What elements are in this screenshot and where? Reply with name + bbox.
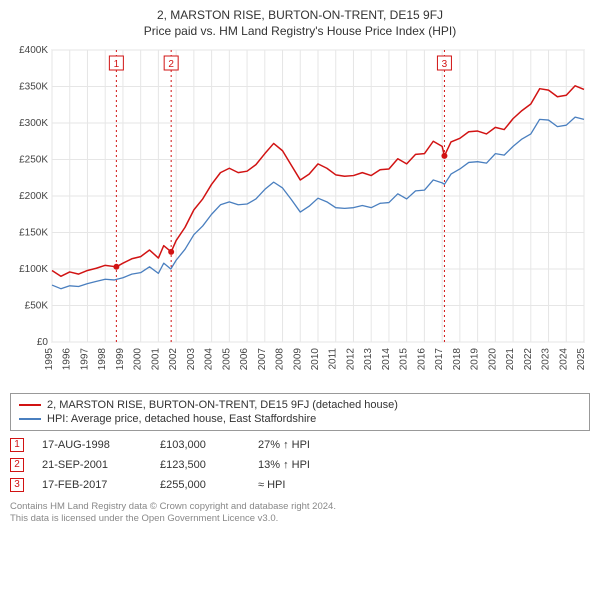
svg-text:£150K: £150K: [19, 228, 48, 239]
svg-text:£50K: £50K: [25, 301, 49, 312]
event-price: £255,000: [160, 479, 240, 491]
svg-text:2009: 2009: [292, 348, 303, 371]
svg-text:2023: 2023: [541, 348, 552, 371]
sale-event-row: 1 17-AUG-1998 £103,000 27% ↑ HPI: [10, 435, 590, 455]
legend-label: HPI: Average price, detached house, East…: [47, 413, 316, 425]
sale-event-row: 3 17-FEB-2017 £255,000 ≈ HPI: [10, 475, 590, 495]
house-price-chart-card: { "title": "2, MARSTON RISE, BURTON-ON-T…: [0, 0, 600, 531]
legend-box: 2, MARSTON RISE, BURTON-ON-TRENT, DE15 9…: [10, 393, 590, 431]
event-date: 17-AUG-1998: [42, 439, 142, 451]
svg-text:2025: 2025: [576, 348, 587, 371]
svg-text:2021: 2021: [505, 348, 516, 371]
svg-text:2006: 2006: [239, 348, 250, 371]
legend-swatch: [19, 404, 41, 406]
svg-text:2000: 2000: [133, 348, 144, 371]
event-price: £123,500: [160, 459, 240, 471]
svg-text:2003: 2003: [186, 348, 197, 371]
svg-text:£250K: £250K: [19, 155, 48, 166]
svg-text:2012: 2012: [345, 348, 356, 371]
svg-text:1999: 1999: [115, 348, 126, 371]
event-hpi-delta: 27% ↑ HPI: [258, 439, 310, 451]
svg-text:2018: 2018: [452, 348, 463, 371]
svg-text:2024: 2024: [558, 348, 569, 371]
svg-text:1998: 1998: [97, 348, 108, 371]
svg-text:2017: 2017: [434, 348, 445, 371]
credit-line: Contains HM Land Registry data © Crown c…: [10, 501, 590, 513]
svg-text:2013: 2013: [363, 348, 374, 371]
price-chart: £0 £50K £100K £150K £200K £250K £300K £350K £400…: [10, 44, 590, 384]
event-marker-icon: 3: [10, 478, 24, 492]
svg-text:2015: 2015: [399, 348, 410, 371]
page-subtitle: Price paid vs. HM Land Registry's House …: [10, 24, 590, 38]
svg-text:2007: 2007: [257, 348, 268, 371]
svg-text:2014: 2014: [381, 348, 392, 371]
svg-text:2011: 2011: [328, 348, 339, 370]
sale-event-row: 2 21-SEP-2001 £123,500 13% ↑ HPI: [10, 455, 590, 475]
svg-text:2004: 2004: [204, 348, 215, 371]
legend-label: 2, MARSTON RISE, BURTON-ON-TRENT, DE15 9…: [47, 399, 398, 411]
svg-text:2005: 2005: [221, 348, 232, 371]
svg-text:2001: 2001: [150, 348, 161, 371]
svg-text:£300K: £300K: [19, 118, 48, 129]
event-marker-icon: 2: [10, 458, 24, 472]
event-price: £103,000: [160, 439, 240, 451]
svg-text:£100K: £100K: [19, 264, 48, 275]
svg-text:1996: 1996: [62, 348, 73, 371]
event-marker-icon: 1: [10, 438, 24, 452]
credit-text: Contains HM Land Registry data © Crown c…: [10, 501, 590, 525]
svg-text:3: 3: [442, 59, 448, 70]
legend-swatch: [19, 418, 41, 420]
sale-events-list: 1 17-AUG-1998 £103,000 27% ↑ HPI 2 21-SEP-200…: [10, 435, 590, 495]
svg-text:2016: 2016: [416, 348, 427, 371]
legend-item: 2, MARSTON RISE, BURTON-ON-TRENT, DE15 9…: [19, 398, 581, 412]
svg-text:1997: 1997: [79, 348, 90, 371]
svg-text:2010: 2010: [310, 348, 321, 371]
svg-text:1: 1: [114, 59, 120, 70]
legend-item: HPI: Average price, detached house, East…: [19, 412, 581, 426]
svg-text:£0: £0: [37, 337, 49, 348]
svg-text:2: 2: [168, 59, 174, 70]
svg-text:£350K: £350K: [19, 82, 48, 93]
event-date: 21-SEP-2001: [42, 459, 142, 471]
event-hpi-delta: ≈ HPI: [258, 479, 285, 491]
event-date: 17-FEB-2017: [42, 479, 142, 491]
credit-line: This data is licensed under the Open Gov…: [10, 513, 590, 525]
event-hpi-delta: 13% ↑ HPI: [258, 459, 310, 471]
svg-text:2008: 2008: [275, 348, 286, 371]
svg-text:2020: 2020: [487, 348, 498, 371]
svg-text:1995: 1995: [44, 348, 55, 371]
page-title: 2, MARSTON RISE, BURTON-ON-TRENT, DE15 9…: [10, 8, 590, 22]
svg-text:£400K: £400K: [19, 45, 48, 56]
svg-text:2002: 2002: [168, 348, 179, 371]
svg-text:£200K: £200K: [19, 191, 48, 202]
svg-text:2019: 2019: [470, 348, 481, 371]
svg-text:2022: 2022: [523, 348, 534, 371]
